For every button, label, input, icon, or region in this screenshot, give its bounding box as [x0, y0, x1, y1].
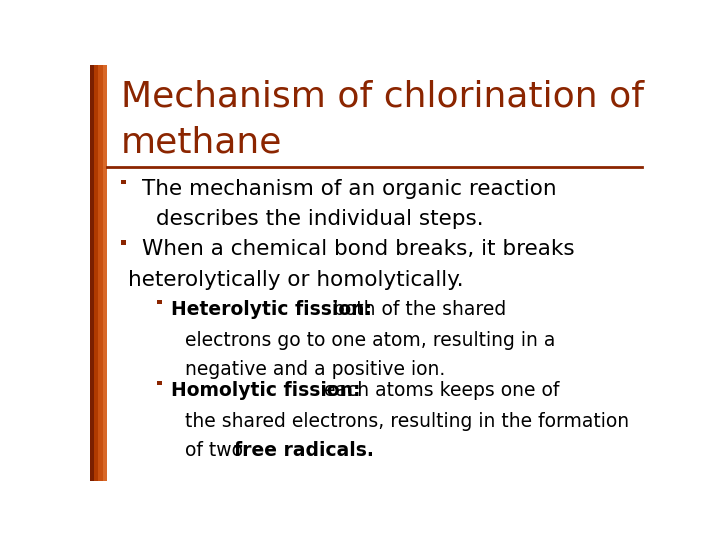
Bar	[157, 300, 162, 304]
Bar	[99, 65, 102, 481]
Text: When a chemical bond breaks, it breaks: When a chemical bond breaks, it breaks	[142, 239, 575, 259]
Bar	[121, 240, 126, 245]
Bar	[157, 381, 162, 385]
Text: electrons go to one atom, resulting in a: electrons go to one atom, resulting in a	[185, 331, 555, 350]
Text: methane: methane	[121, 125, 282, 159]
Text: negative and a positive ion.: negative and a positive ion.	[185, 360, 445, 379]
Text: of two: of two	[185, 441, 249, 460]
Text: free radicals.: free radicals.	[235, 441, 374, 460]
Bar	[102, 65, 107, 481]
Text: both of the shared: both of the shared	[327, 300, 506, 319]
Text: heterolytically or homolytically.: heterolytically or homolytically.	[128, 270, 464, 290]
Bar	[121, 180, 126, 184]
Text: the shared electrons, resulting in the formation: the shared electrons, resulting in the f…	[185, 412, 629, 431]
Bar	[94, 65, 99, 481]
Text: describes the individual steps.: describes the individual steps.	[156, 210, 483, 230]
Text: The mechanism of an organic reaction: The mechanism of an organic reaction	[142, 179, 557, 199]
Bar	[90, 65, 94, 481]
Text: Homolytic fission:: Homolytic fission:	[171, 381, 361, 400]
Text: Mechanism of chlorination of: Mechanism of chlorination of	[121, 79, 644, 113]
Text: each atoms keeps one of: each atoms keeps one of	[318, 381, 559, 400]
Text: Heterolytic fission:: Heterolytic fission:	[171, 300, 372, 319]
